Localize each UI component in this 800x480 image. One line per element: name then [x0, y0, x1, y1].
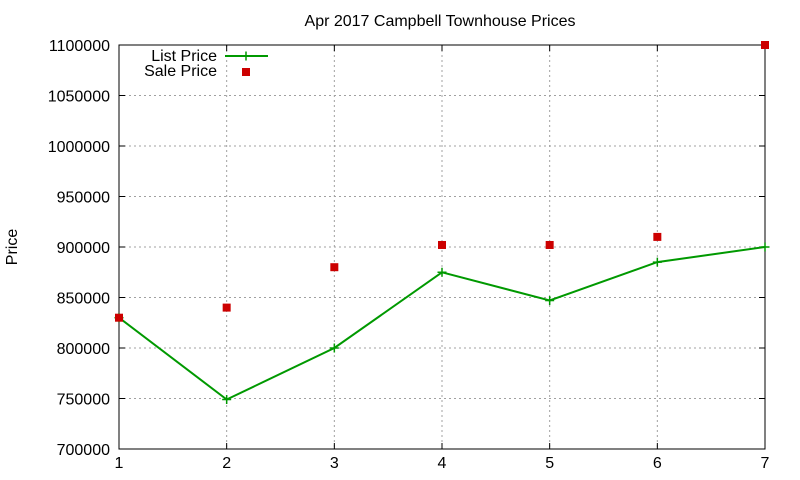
- y-tick-label: 700000: [57, 442, 110, 459]
- x-tick-label: 4: [438, 455, 447, 472]
- y-axis-label: Price: [4, 229, 21, 266]
- data-point-sale-price: [653, 232, 662, 241]
- series-layer: [114, 41, 770, 405]
- data-point-sale-price: [330, 263, 339, 272]
- data-point-list-price: [222, 395, 232, 405]
- y-tick-label: 750000: [57, 392, 110, 409]
- x-tick-labels: 1 2 3 4 5 6 7: [115, 455, 770, 472]
- data-point-list-price: [437, 267, 447, 277]
- legend-marker-list-price: [241, 51, 251, 61]
- y-tick-label: 1100000: [49, 38, 110, 55]
- legend-label-sale-price: Sale Price: [144, 63, 217, 80]
- y-tick-label: 900000: [57, 240, 110, 257]
- data-point-sale-price: [761, 41, 769, 49]
- y-tick-label: 950000: [57, 190, 110, 207]
- data-point-list-price: [760, 242, 770, 252]
- data-point-sale-price: [222, 303, 231, 312]
- y-tick-label: 1050000: [48, 89, 110, 106]
- data-point-sale-price: [115, 313, 123, 322]
- legend-marker-sale-price: [242, 68, 250, 76]
- data-point-list-price: [329, 343, 339, 353]
- legend: List Price Sale Price: [144, 48, 268, 80]
- x-tick-label: 7: [761, 455, 770, 472]
- data-point-list-price: [652, 257, 662, 267]
- y-tick-label: 850000: [57, 291, 110, 308]
- y-tick-labels: 700000 750000 800000 850000 900000 950000 1000…: [48, 38, 110, 459]
- x-tick-label: 3: [330, 455, 339, 472]
- data-point-sale-price: [438, 240, 446, 249]
- y-tick-label: 800000: [57, 341, 110, 358]
- x-tick-label: 1: [115, 455, 124, 472]
- data-point-list-price: [545, 296, 555, 306]
- x-tick-label: 5: [545, 455, 554, 472]
- x-tick-label: 6: [653, 455, 662, 472]
- x-tick-label: 2: [222, 455, 231, 472]
- data-point-sale-price: [545, 240, 554, 249]
- chart-title: Apr 2017 Campbell Townhouse Prices: [305, 13, 576, 30]
- y-tick-label: 1000000: [48, 139, 110, 156]
- legend-label-list-price: List Price: [151, 48, 217, 65]
